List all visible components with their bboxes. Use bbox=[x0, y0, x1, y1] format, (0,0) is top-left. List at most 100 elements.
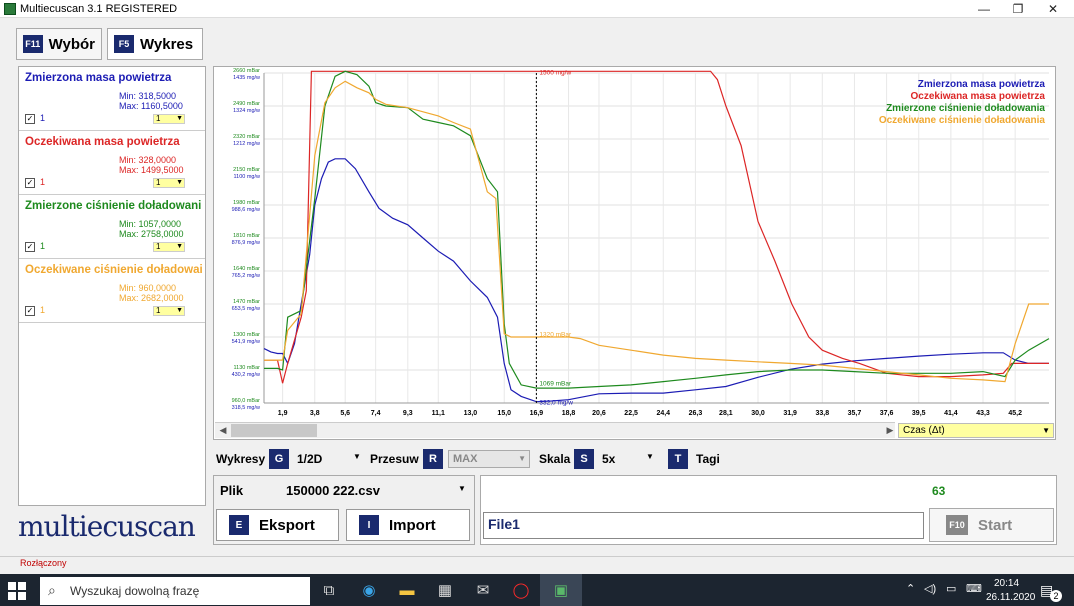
series-min: Min: 1057,0000 bbox=[119, 219, 182, 229]
x-tick-label: 35,7 bbox=[848, 410, 862, 417]
y-tick-label: 430,2 mg/w bbox=[232, 372, 260, 378]
y-tick-label: 1212 mg/w bbox=[233, 141, 260, 147]
series-line-4 bbox=[264, 80, 1049, 383]
y-tick-label: 1640 mBar bbox=[233, 266, 260, 272]
y-tick-label: 1300 mBar bbox=[233, 332, 260, 338]
series-name: Oczekiwane ciśnienie doładowai bbox=[25, 264, 203, 276]
cursor-value-label: 1320 mBar bbox=[539, 332, 572, 339]
x-tick-label: 22,5 bbox=[624, 410, 638, 417]
taskbar-search[interactable] bbox=[40, 577, 310, 605]
series-dropdown-value: 1 bbox=[156, 114, 161, 123]
file-explorer-icon[interactable]: ▬ bbox=[399, 581, 415, 599]
series-checkbox[interactable]: ✓ bbox=[25, 306, 35, 316]
series-dropdown-value: 1 bbox=[156, 242, 161, 251]
clock-date[interactable]: 26.11.2020 bbox=[986, 592, 1036, 603]
x-tick-label: 26,3 bbox=[689, 410, 703, 417]
series-line-1 bbox=[263, 158, 1049, 403]
tagi-label[interactable]: Tagi bbox=[696, 452, 720, 466]
chevron-up-icon[interactable]: ⌃ bbox=[906, 583, 916, 595]
opera-icon[interactable]: ◯ bbox=[512, 582, 530, 599]
y-tick-label: 1470 mBar bbox=[233, 299, 260, 305]
series-item: Oczekiwana masa powietrza Min: 328,0000 … bbox=[19, 131, 205, 195]
network-icon[interactable]: ▭ bbox=[946, 583, 957, 595]
series-checkbox[interactable]: ✓ bbox=[25, 242, 35, 252]
store-icon[interactable]: ▦ bbox=[437, 582, 453, 599]
tagi-key[interactable]: T bbox=[668, 449, 688, 469]
scroll-thumb[interactable] bbox=[231, 424, 317, 437]
edge-icon[interactable]: ◉ bbox=[362, 582, 376, 599]
series-line-2 bbox=[264, 70, 1049, 384]
x-tick-label: 3,8 bbox=[310, 410, 320, 417]
cursor-value-label: 332,0 mg/w bbox=[539, 400, 573, 407]
wykresy-key[interactable]: G bbox=[269, 449, 289, 469]
search-placeholder[interactable]: Wyszukaj dowolną frazę bbox=[70, 584, 200, 598]
tab-wykres[interactable]: F5 Wykres bbox=[107, 28, 203, 60]
y-tick-label: 2660 mBar bbox=[233, 68, 260, 74]
y-tick-label: 765,2 mg/w bbox=[232, 273, 260, 279]
maximize-button[interactable]: ❐ bbox=[1012, 2, 1024, 16]
tab-wykres-label: Wykres bbox=[140, 35, 194, 53]
series-item: Zmierzona masa powietrza Min: 318,5000 M… bbox=[19, 67, 205, 131]
series-checkbox[interactable]: ✓ bbox=[25, 114, 35, 124]
scroll-right-icon[interactable]: ▶ bbox=[886, 425, 894, 435]
x-tick-label: 7,4 bbox=[371, 410, 381, 417]
notification-badge: 2 bbox=[1050, 590, 1062, 602]
start-button[interactable]: F10 Start bbox=[929, 508, 1054, 542]
series-dropdown[interactable]: 1 ▼ bbox=[153, 306, 185, 316]
time-axis-select[interactable]: Czas (Δt) ▼ bbox=[898, 423, 1054, 438]
series-max: Max: 1499,5000 bbox=[119, 165, 184, 175]
skala-key[interactable]: S bbox=[574, 449, 594, 469]
series-checkbox[interactable]: ✓ bbox=[25, 178, 35, 188]
x-tick-label: 18,8 bbox=[562, 410, 576, 417]
wykresy-value[interactable]: 1/2D bbox=[297, 452, 323, 466]
y-tick-label: 1324 mg/w bbox=[233, 108, 260, 114]
series-dropdown[interactable]: 1 ▼ bbox=[153, 242, 185, 252]
tab-wybor-key: F11 bbox=[23, 35, 43, 53]
close-button[interactable]: ✕ bbox=[1047, 2, 1059, 16]
series-dropdown[interactable]: 1 ▼ bbox=[153, 178, 185, 188]
window-title: Multiecuscan 3.1 REGISTERED bbox=[20, 3, 178, 15]
chevron-down-icon[interactable]: ▼ bbox=[646, 452, 654, 461]
legend-item: Zmierzona masa powietrza bbox=[917, 79, 1045, 90]
keyboard-icon[interactable]: ⌨ bbox=[966, 583, 982, 595]
y-tick-label: 876,9 mg/w bbox=[232, 240, 260, 246]
multiecuscan-taskbar-button[interactable] bbox=[540, 574, 582, 606]
y-tick-label: 1100 mg/w bbox=[234, 174, 261, 180]
skala-value[interactable]: 5x bbox=[602, 452, 616, 466]
notification-icon[interactable]: ▤ bbox=[1040, 582, 1054, 598]
mail-icon[interactable]: ✉ bbox=[476, 582, 490, 599]
series-line-3 bbox=[264, 70, 1050, 389]
przesuw-select[interactable]: MAX ▼ bbox=[448, 450, 530, 468]
przesuw-key[interactable]: R bbox=[423, 449, 443, 469]
series-item: Zmierzone ciśnienie doładowani Min: 1057… bbox=[19, 195, 205, 259]
chart-area: 2660 mBar 1435 mg/w 2490 mBar 1324 mg/w 2320… bbox=[213, 66, 1056, 440]
cursor-value-label: 1500 mg/w bbox=[539, 70, 571, 77]
scroll-left-icon[interactable]: ◀ bbox=[219, 425, 227, 435]
chevron-down-icon[interactable]: ▼ bbox=[458, 484, 466, 493]
title-bar: Multiecuscan 3.1 REGISTERED — ❐ ✕ bbox=[0, 0, 1074, 18]
series-number: 1 bbox=[40, 177, 46, 187]
chart-scrollbar[interactable] bbox=[215, 422, 895, 438]
windows-start-icon[interactable] bbox=[8, 582, 26, 600]
series-name: Zmierzona masa powietrza bbox=[25, 72, 172, 84]
chevron-down-icon[interactable]: ▼ bbox=[353, 452, 361, 461]
task-view-icon[interactable]: ⧉ bbox=[323, 581, 335, 599]
start-key: F10 bbox=[946, 515, 968, 535]
minimize-button[interactable]: — bbox=[978, 2, 990, 16]
chevron-down-icon: ▼ bbox=[176, 307, 183, 314]
x-tick-label: 11,1 bbox=[432, 410, 445, 417]
series-name: Oczekiwana masa powietrza bbox=[25, 136, 180, 148]
clock-time[interactable]: 20:14 bbox=[994, 578, 1020, 589]
tab-wybor[interactable]: F11 Wybór bbox=[16, 28, 102, 60]
chevron-down-icon: ▼ bbox=[176, 179, 183, 186]
speaker-icon[interactable]: ◁) bbox=[924, 583, 937, 595]
x-tick-label: 13,0 bbox=[464, 410, 478, 417]
x-tick-label: 31,9 bbox=[783, 410, 797, 417]
import-button[interactable]: I Import bbox=[346, 509, 470, 541]
tab-wybor-label: Wybór bbox=[48, 35, 95, 53]
file-name-input[interactable]: File1 bbox=[483, 512, 924, 539]
file-name[interactable]: 150000 222.csv bbox=[286, 483, 380, 498]
eksport-button[interactable]: E Eksport bbox=[216, 509, 339, 541]
series-dropdown[interactable]: 1 ▼ bbox=[153, 114, 185, 124]
y-tick-label: 1435 mg/w bbox=[233, 75, 260, 81]
